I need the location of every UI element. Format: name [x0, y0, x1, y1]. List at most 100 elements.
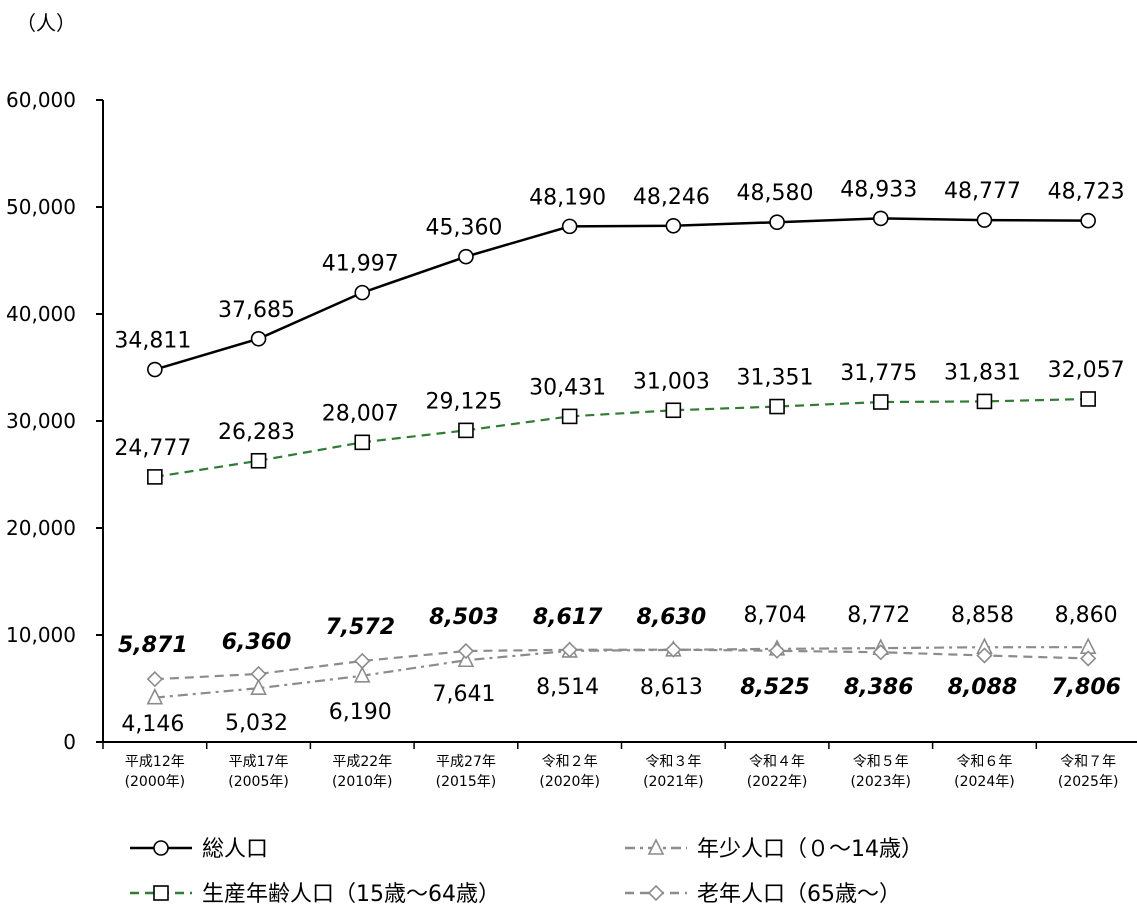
x-tick-label-year: (2025年): [1058, 774, 1119, 790]
point-elderly: [1080, 650, 1097, 667]
data-label-total: 48,190: [529, 185, 606, 210]
data-label-total: 37,685: [218, 298, 295, 323]
x-tick-label-year: (2000年): [125, 774, 186, 790]
series-line-working: [154, 397, 1089, 478]
point-elderly: [872, 644, 889, 661]
data-label-working: 24,777: [114, 436, 191, 461]
x-tick-label-era: 平成17年: [229, 754, 289, 770]
y-tick-label: 10,000: [6, 623, 76, 647]
point-working: [872, 394, 889, 410]
data-label-youth: 8,858: [951, 603, 1014, 628]
x-tick-label-year: (2023年): [850, 774, 911, 790]
data-label-working: 31,003: [633, 369, 710, 394]
point-working: [665, 402, 682, 419]
y-tick-label: 40,000: [6, 302, 76, 326]
point-total: [872, 210, 889, 227]
data-label-elderly: 8,617: [533, 605, 603, 630]
series-total: [147, 210, 1096, 378]
data-label-elderly: 7,806: [1051, 675, 1121, 700]
data-label-total: 45,360: [425, 216, 502, 241]
series-elderly: [146, 641, 1097, 688]
x-tick-label-era: 令和２年: [542, 754, 598, 770]
x-tick-label-era: 平成22年: [332, 754, 392, 770]
data-label-total: 34,811: [114, 329, 191, 354]
data-label-youth: 8,704: [744, 603, 807, 628]
point-working: [976, 393, 993, 410]
data-label-elderly: 8,503: [429, 605, 499, 630]
point-elderly: [561, 641, 578, 658]
point-total: [665, 217, 682, 234]
data-label-total: 48,933: [840, 177, 917, 202]
x-tick-label-year: (2024年): [954, 774, 1015, 790]
data-label-total: 48,246: [633, 185, 710, 210]
point-total: [354, 284, 371, 301]
point-working: [354, 434, 371, 451]
x-tick-label-era: 令和３年: [645, 754, 701, 770]
legend-marker-total: [153, 840, 169, 856]
data-label-working: 31,351: [737, 366, 814, 391]
point-elderly: [354, 652, 371, 670]
data-label-youth: 5,032: [225, 711, 288, 736]
data-label-elderly: 8,386: [844, 675, 914, 700]
legend-label-elderly: 老年人口（65歳～）: [697, 882, 901, 907]
legend-item-youth: 年少人口（０～14歳）: [625, 837, 923, 862]
legend-marker-working: [153, 885, 169, 901]
data-label-working: 31,775: [840, 361, 917, 386]
point-total: [1080, 212, 1096, 229]
series-working: [147, 391, 1096, 485]
point-elderly: [250, 665, 267, 683]
y-tick-label: 20,000: [6, 516, 76, 540]
data-label-working: 26,283: [218, 420, 295, 445]
x-tick-label-era: 令和６年: [956, 754, 1012, 770]
legend: 総人口 年少人口（０～14歳） 生産年齢人口（15歳～64歳） 老年人口（65歳～）: [130, 837, 923, 907]
point-elderly: [976, 647, 993, 664]
legend-item-working: 生産年齢人口（15歳～64歳）: [130, 882, 500, 907]
point-working: [458, 422, 474, 439]
data-label-working: 30,431: [529, 375, 606, 400]
data-label-youth: 4,146: [121, 712, 184, 737]
data-label-total: 48,777: [944, 179, 1021, 204]
x-tick-label-era: 平成12年: [125, 754, 185, 770]
data-label-total: 48,723: [1048, 180, 1125, 205]
point-total: [250, 330, 267, 347]
x-tick-label-year: (2015年): [436, 774, 497, 790]
data-label-elderly: 7,572: [325, 615, 395, 640]
data-label-working: 29,125: [425, 389, 502, 414]
x-tick-label-era: 平成27年: [436, 754, 496, 770]
data-label-youth: 8,613: [640, 675, 703, 700]
axes: 0 10,000 20,000 30,000 40,000 50,000 60,000 平成1…: [6, 88, 1137, 790]
data-label-total: 41,997: [322, 252, 399, 277]
series-line-elderly: [154, 648, 1089, 681]
data-label-youth: 7,641: [432, 682, 495, 707]
point-elderly: [457, 642, 475, 660]
data-label-youth: 8,772: [847, 603, 910, 628]
series-line-total: [154, 217, 1089, 371]
data-label-youth: 6,190: [329, 700, 392, 725]
legend-marker-youth: [647, 838, 665, 855]
point-youth: [353, 665, 371, 683]
data-label-elderly: 6,360: [222, 630, 292, 655]
data-label-youth: 8,860: [1055, 603, 1118, 628]
point-youth: [457, 650, 475, 668]
legend-label-total: 総人口: [202, 837, 268, 862]
x-tick-label-year: (2020年): [539, 774, 600, 790]
legend-marker-elderly: [647, 884, 665, 902]
x-tick-label-era: 令和５年: [853, 754, 909, 770]
y-tick-label: 60,000: [6, 88, 76, 112]
data-label-elderly: 8,630: [637, 605, 707, 630]
x-tick-label-year: (2021年): [643, 774, 704, 790]
legend-label-working: 生産年齢人口（15歳～64歳）: [202, 882, 500, 907]
data-label-working: 31,831: [944, 360, 1021, 385]
point-total: [976, 212, 993, 228]
data-label-elderly: 8,525: [740, 675, 810, 700]
data-label-youth: 8,514: [536, 675, 599, 700]
legend-item-elderly: 老年人口（65歳～）: [625, 882, 901, 907]
point-working: [769, 398, 785, 415]
x-tick-label-era: 令和４年: [749, 754, 805, 770]
data-label-working: 28,007: [322, 401, 399, 426]
point-working: [250, 452, 267, 469]
data-labels-layer: 4,146 5,032 6,190 7,641 8,514 8,613 8,704 8,772…: [114, 177, 1124, 737]
y-tick-label: 50,000: [6, 195, 76, 219]
y-tick-label: 30,000: [6, 409, 76, 433]
